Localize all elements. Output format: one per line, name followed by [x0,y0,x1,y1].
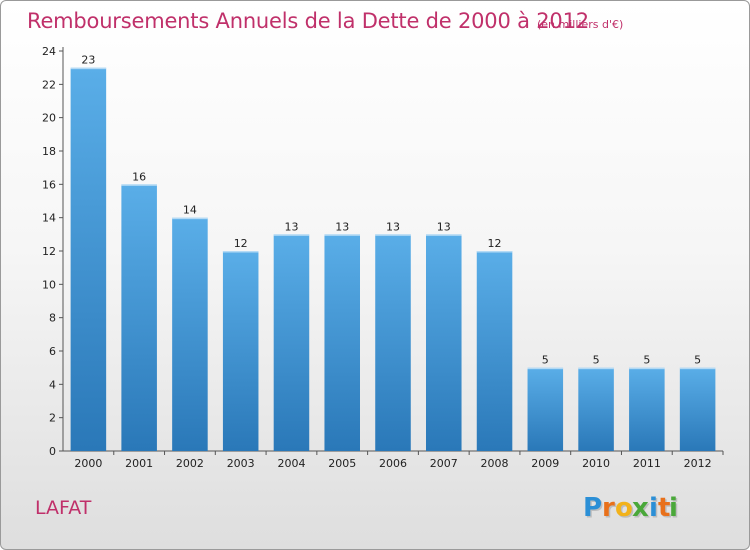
value-label: 5 [542,354,549,367]
proxiti-logo: PP rr oo xx ii tt ii [583,493,680,525]
logo-letter-shadow: r [604,495,617,525]
y-tick-label: 18 [42,145,56,158]
y-tick-label: 12 [42,245,56,258]
bar [527,367,564,451]
bar [70,67,107,452]
value-label: 14 [183,204,197,217]
logo-letter-shadow: x [634,495,651,525]
bar [476,251,513,451]
x-tick-label: 2012 [684,457,712,470]
bar [273,234,310,451]
x-tick-label: 2007 [430,457,458,470]
y-tick-label: 10 [42,278,56,291]
logo-letter-shadow: i [671,495,680,525]
y-tick-label: 6 [49,345,56,358]
bar [172,217,208,451]
value-label: 5 [593,354,600,367]
x-tick-label: 2009 [531,457,559,470]
logo-letter-shadow: t [660,495,672,525]
bar-top-highlight [70,67,107,70]
logo-letter: i [669,493,678,523]
bar-top-highlight [375,234,411,236]
y-tick-label: 20 [42,112,56,125]
bar-top-highlight [476,251,513,253]
bar [121,184,157,452]
bar [679,367,716,451]
value-label: 23 [81,54,95,67]
x-tick-label: 2000 [74,457,102,470]
bar-top-highlight [426,234,462,236]
logo-letter: x [632,493,649,523]
bar-top-highlight [273,234,310,236]
value-label: 13 [437,220,451,233]
bar [629,367,665,451]
x-tick-label: 2008 [481,457,509,470]
bar-top-highlight [679,367,716,370]
logo-letter: P [583,493,602,523]
logo-letter-shadow: o [617,495,635,525]
x-tick-label: 2011 [633,457,661,470]
y-tick-label: 0 [49,445,56,458]
x-tick-labels: 2000 2001 2002 2003 2004 2005 2006 2007 2008 2009… [74,457,711,470]
value-label: 12 [234,237,248,250]
logo-letter: t [658,493,670,523]
chart-bars [70,67,716,452]
y-tick-label: 22 [42,78,56,91]
bar-top-highlight [172,217,208,220]
commune-name: LAFAT [35,497,92,519]
logo-letter: r [602,493,615,523]
bar-top-highlight [222,251,259,253]
bar [426,234,462,451]
bar-top-highlight [578,367,614,370]
bar-top-highlight [527,367,564,370]
bar [222,251,259,451]
logo-letter: i [649,493,658,523]
x-tick-label: 2002 [176,457,204,470]
logo-letter-shadow: P [585,495,604,525]
y-tick-label: 4 [49,378,56,391]
value-labels: 23 16 14 12 13 13 13 13 12 5 5 5 5 [81,54,701,367]
value-label: 5 [643,354,650,367]
y-tick-label: 14 [42,212,56,225]
bar-top-highlight [121,184,157,186]
y-tick-label: 16 [42,178,56,191]
bar-top-highlight [324,234,360,236]
value-label: 13 [284,220,298,233]
x-tick-label: 2004 [277,457,305,470]
bar-top-highlight [629,367,665,370]
bar [375,234,411,451]
chart-unit-note: (en milliers d'€) [537,18,624,31]
value-label: 16 [132,170,146,183]
y-tick-label: 24 [42,45,56,58]
x-tick-label: 2001 [125,457,153,470]
value-label: 5 [694,354,701,367]
bar [578,367,614,451]
value-label: 13 [335,220,349,233]
bar [324,234,360,451]
y-tick-label: 8 [49,312,56,325]
x-tick-label: 2003 [227,457,255,470]
x-tick-label: 2006 [379,457,407,470]
chart-title: Remboursements Annuels de la Dette de 20… [27,9,589,33]
value-label: 12 [488,237,502,250]
value-label: 13 [386,220,400,233]
x-tick-label: 2005 [328,457,356,470]
logo-letter-shadow: i [651,495,660,525]
x-tick-label: 2010 [582,457,610,470]
logo-letter: o [615,493,633,523]
y-tick-label: 2 [49,412,56,425]
